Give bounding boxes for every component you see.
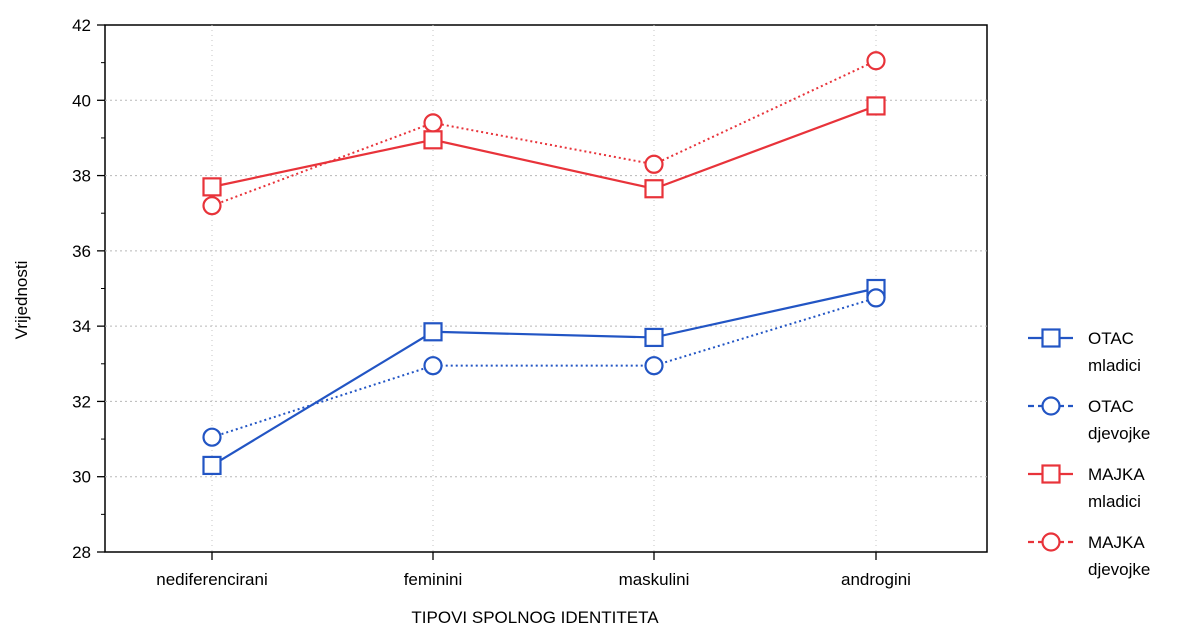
series-line [211, 296, 877, 439]
data-point [202, 196, 222, 216]
series-3 [202, 51, 886, 216]
y-tick-label: 40 [72, 91, 91, 110]
y-tick-label: 38 [72, 167, 91, 186]
y-tick-label: 34 [72, 317, 91, 336]
data-point [202, 177, 222, 197]
x-tick-label: maskulini [619, 570, 690, 589]
x-tick-label: feminini [404, 570, 463, 589]
legend-entry-2: MAJKA mladici [1028, 464, 1145, 511]
legend-label-line2: mladici [1088, 356, 1141, 375]
legend-label: OTAC [1088, 329, 1134, 348]
data-point [423, 130, 443, 150]
data-point [423, 113, 443, 133]
legend-label: MAJKA [1088, 465, 1145, 484]
legend-label: MAJKA [1088, 533, 1145, 552]
legend-marker [1041, 532, 1061, 552]
y-tick-label: 30 [72, 468, 91, 487]
legend-label-line2: djevojke [1088, 424, 1150, 443]
legend-label-line2: djevojke [1088, 560, 1150, 579]
y-tick-label: 28 [72, 543, 91, 562]
y-tick-label: 36 [72, 242, 91, 261]
legend-marker [1041, 396, 1061, 416]
series-line [211, 287, 877, 467]
data-point [423, 322, 443, 342]
legend-entry-0: OTAC mladici [1028, 328, 1141, 375]
legend-marker [1041, 328, 1061, 348]
data-point [644, 327, 664, 348]
grid [105, 25, 987, 552]
data-point [866, 96, 886, 116]
data-point [866, 288, 886, 308]
series-line [211, 104, 877, 190]
y-tick-label: 42 [72, 16, 91, 35]
legend-entry-3: MAJKA djevojke [1028, 532, 1150, 579]
legend-label: OTAC [1088, 397, 1134, 416]
data-point [423, 356, 443, 376]
x-tick-label: nediferencirani [156, 570, 268, 589]
data-point [644, 179, 664, 199]
data-point [202, 455, 222, 476]
series [202, 51, 886, 476]
y-tick-label: 32 [72, 392, 91, 411]
legend: OTACmladiciOTACdjevojkeMAJKAmladiciMAJKA… [1028, 328, 1150, 579]
legend-label-line2: mladici [1088, 492, 1141, 511]
data-point [644, 154, 664, 174]
x-tick-label: androgini [841, 570, 911, 589]
legend-entry-1: OTAC djevojke [1028, 396, 1150, 443]
axes: 28 30 32 34 36 38 40 42 nediferencirani feminini m… [72, 16, 911, 589]
data-point [866, 51, 886, 71]
data-point [202, 427, 222, 447]
data-point [644, 356, 664, 376]
plot-area [104, 24, 988, 553]
x-axis-title: TIPOVI SPOLNOG IDENTITETA [411, 608, 659, 627]
y-axis-title: Vrijednosti [12, 261, 31, 340]
legend-marker [1041, 464, 1061, 484]
series-1 [202, 288, 886, 447]
